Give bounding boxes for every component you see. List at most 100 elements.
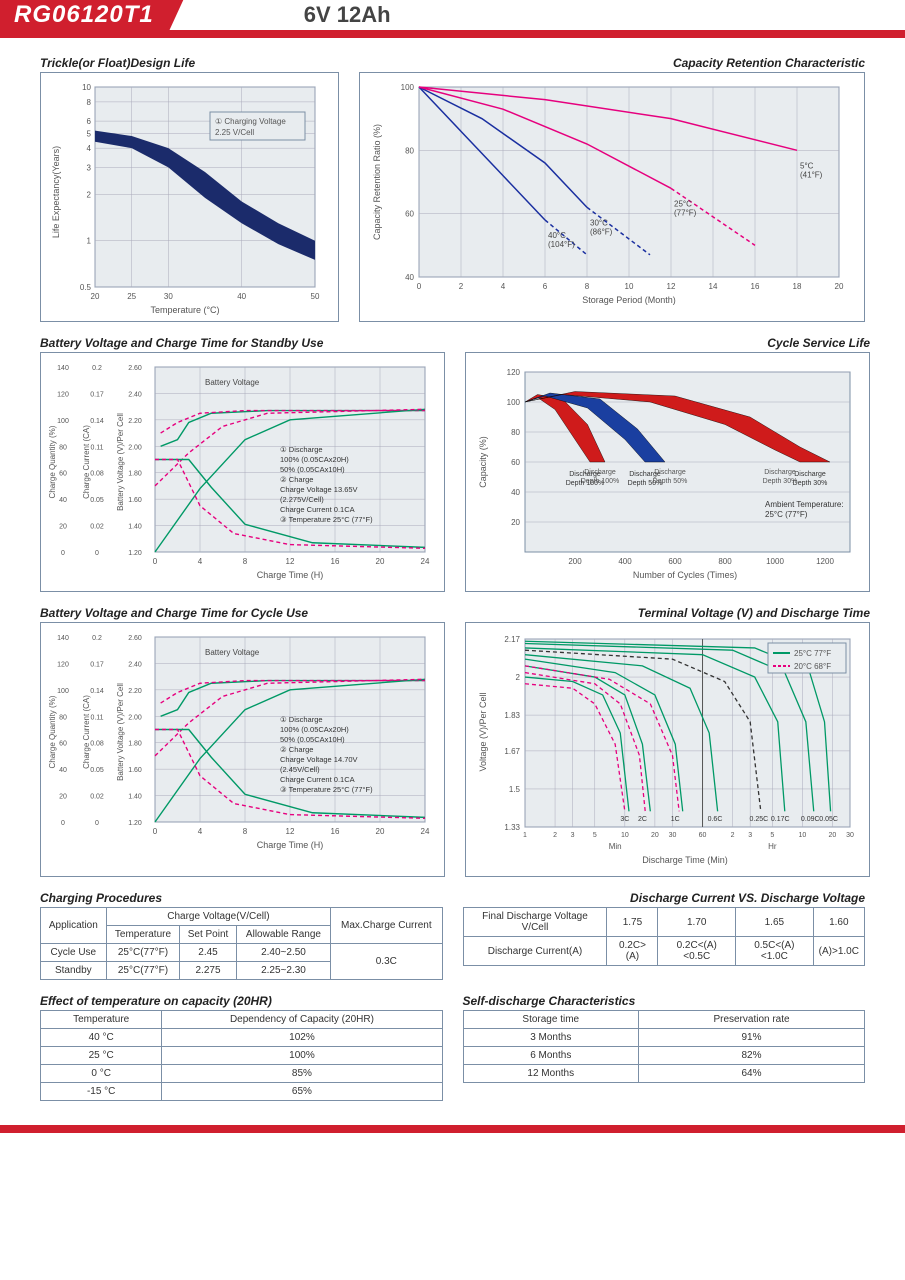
svg-text:Depth 30%: Depth 30% — [793, 480, 828, 487]
td: 1.75 — [607, 908, 658, 937]
svg-text:40: 40 — [405, 273, 414, 282]
td: 64% — [639, 1065, 865, 1083]
td: 0.2C<(A)<0.5C — [658, 937, 736, 966]
svg-text:16: 16 — [331, 827, 340, 836]
svg-text:20: 20 — [835, 282, 844, 291]
svg-text:Discharge: Discharge — [764, 469, 796, 476]
svg-text:0.11: 0.11 — [90, 714, 103, 721]
td: 2.40~2.50 — [236, 944, 330, 962]
svg-text:1.40: 1.40 — [128, 794, 142, 801]
svg-text:1.40: 1.40 — [128, 524, 142, 531]
svg-text:4: 4 — [198, 557, 203, 566]
svg-text:Charge Current 0.1CA: Charge Current 0.1CA — [280, 775, 355, 784]
svg-text:1000: 1000 — [766, 557, 784, 566]
svg-text:1.33: 1.33 — [504, 823, 520, 832]
td: 40 °C — [41, 1029, 162, 1047]
chart-standby: 0481216202402040608010012014000.020.050.… — [40, 352, 445, 592]
svg-text:8: 8 — [87, 98, 92, 107]
svg-text:Charge Quantity (%): Charge Quantity (%) — [48, 695, 57, 768]
svg-text:25°C (77°F): 25°C (77°F) — [765, 510, 808, 519]
svg-text:2C: 2C — [638, 816, 647, 823]
table-title-discharge: Discharge Current VS. Discharge Voltage — [463, 891, 866, 905]
svg-text:2: 2 — [731, 832, 735, 839]
th-max: Max.Charge Current — [331, 908, 442, 944]
svg-text:18: 18 — [793, 282, 802, 291]
td: 12 Months — [463, 1065, 639, 1083]
svg-text:2: 2 — [459, 282, 464, 291]
svg-text:0: 0 — [153, 557, 158, 566]
td: 1.70 — [658, 908, 736, 937]
svg-text:0.14: 0.14 — [90, 418, 104, 425]
svg-text:1.80: 1.80 — [128, 471, 142, 478]
td: 2.25~2.30 — [236, 962, 330, 980]
svg-text:6: 6 — [543, 282, 548, 291]
svg-text:2.20: 2.20 — [128, 418, 142, 425]
svg-text:Capacity (%): Capacity (%) — [478, 436, 488, 488]
svg-text:Charge Current 0.1CA: Charge Current 0.1CA — [280, 505, 355, 514]
td: 102% — [162, 1029, 442, 1047]
svg-text:80: 80 — [59, 714, 67, 721]
chart-title-trickle: Trickle(or Float)Design Life — [40, 56, 339, 70]
table-discharge: Final Discharge Voltage V/Cell 1.75 1.70… — [463, 907, 866, 966]
svg-text:0.11: 0.11 — [90, 444, 103, 451]
content: Trickle(or Float)Design Life 0.512345681… — [0, 50, 905, 1119]
svg-text:400: 400 — [618, 557, 632, 566]
svg-text:2.17: 2.17 — [504, 635, 520, 644]
svg-text:2.00: 2.00 — [128, 714, 142, 721]
svg-text:0.05: 0.05 — [90, 497, 104, 504]
th-cv: Charge Voltage(V/Cell) — [106, 908, 330, 926]
table-title-tempcap: Effect of temperature on capacity (20HR) — [40, 994, 443, 1008]
svg-text:(2.45V/Cell): (2.45V/Cell) — [280, 765, 320, 774]
th-ar: Allowable Range — [236, 926, 330, 944]
td: 25°C(77°F) — [106, 944, 180, 962]
td: -15 °C — [41, 1083, 162, 1101]
td: 0.2C>(A) — [607, 937, 658, 966]
svg-text:0: 0 — [61, 820, 65, 827]
footer-rule — [0, 1125, 905, 1133]
th: Temperature — [41, 1011, 162, 1029]
table-selfdis: Storage timePreservation rate 3 Months91… — [463, 1010, 866, 1083]
svg-text:100: 100 — [507, 398, 521, 407]
table-charging: Application Charge Voltage(V/Cell) Max.C… — [40, 907, 443, 980]
svg-text:Charge Current (CA): Charge Current (CA) — [82, 695, 91, 769]
chart-retention: 0246810121416182040608010040°C(104°F)30°… — [359, 72, 865, 322]
svg-text:1.5: 1.5 — [509, 785, 521, 794]
svg-text:60: 60 — [405, 210, 414, 219]
td: 6 Months — [463, 1047, 639, 1065]
svg-text:0.14: 0.14 — [90, 688, 104, 695]
svg-text:16: 16 — [331, 557, 340, 566]
td: 1.60 — [813, 908, 864, 937]
svg-text:Hr: Hr — [768, 842, 777, 851]
svg-text:5: 5 — [770, 832, 774, 839]
svg-text:② Charge: ② Charge — [280, 475, 313, 484]
svg-text:2.60: 2.60 — [128, 635, 142, 642]
svg-text:① Discharge: ① Discharge — [280, 445, 323, 454]
svg-text:Discharge: Discharge — [584, 469, 616, 476]
svg-text:12: 12 — [286, 557, 295, 566]
svg-text:Temperature (°C): Temperature (°C) — [150, 305, 219, 315]
svg-text:200: 200 — [568, 557, 582, 566]
td: Discharge Current(A) — [463, 937, 607, 966]
svg-text:25°C: 25°C — [674, 199, 692, 208]
svg-text:30°C: 30°C — [590, 218, 608, 227]
svg-text:Depth 50%: Depth 50% — [653, 478, 688, 485]
svg-text:16: 16 — [751, 282, 760, 291]
table-tempcap: TemperatureDependency of Capacity (20HR)… — [40, 1010, 443, 1101]
svg-text:1.20: 1.20 — [128, 820, 142, 827]
td: 1.65 — [736, 908, 814, 937]
svg-text:0: 0 — [95, 550, 99, 557]
svg-text:100: 100 — [57, 688, 69, 695]
th: Preservation rate — [639, 1011, 865, 1029]
td: 2.275 — [180, 962, 237, 980]
svg-text:0.25C: 0.25C — [750, 816, 769, 823]
svg-text:① Charging Voltage: ① Charging Voltage — [215, 117, 286, 126]
svg-text:0.6C: 0.6C — [708, 816, 723, 823]
svg-text:Charge Time (H): Charge Time (H) — [257, 840, 324, 850]
svg-text:10: 10 — [621, 832, 629, 839]
svg-text:0.5: 0.5 — [80, 283, 92, 292]
chart-trickle: 0.51234568102025304050Temperature (°C)Li… — [40, 72, 339, 322]
svg-text:60: 60 — [59, 471, 67, 478]
td: 0 °C — [41, 1065, 162, 1083]
svg-text:1: 1 — [523, 832, 527, 839]
chart-cyclecharge: 0481216202402040608010012014000.020.050.… — [40, 622, 445, 877]
